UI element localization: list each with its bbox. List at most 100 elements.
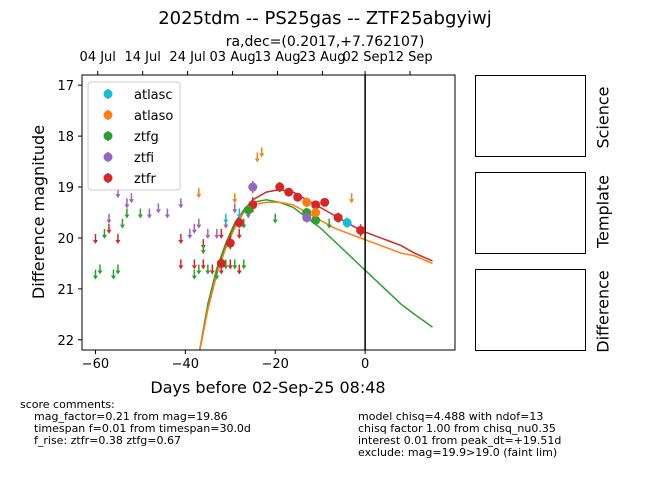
- upper-limit-atlasc: [236, 208, 242, 219]
- upper-limit-head: [124, 214, 130, 219]
- detection-ztfr: [225, 238, 235, 248]
- upper-limit-ztfg: [92, 269, 98, 280]
- detection-ztfg: [243, 205, 253, 215]
- upper-limit-head: [200, 250, 206, 255]
- upper-limit-head: [232, 199, 238, 204]
- plot-frame: [81, 74, 456, 351]
- upper-limit-ztfr: [209, 264, 215, 275]
- upper-limit-ztfr: [236, 228, 242, 239]
- upper-limit-head: [115, 239, 121, 244]
- top-tick-label: 24 Jul: [169, 50, 205, 65]
- upper-limit-ztfg: [272, 213, 278, 224]
- detection-ztfr: [311, 200, 321, 210]
- difference-cutout-panel: [475, 269, 586, 351]
- x-tick-label: 0: [361, 357, 369, 372]
- upper-limit-ztfi: [178, 198, 184, 209]
- detection-ztfr: [293, 192, 303, 202]
- upper-limit-head: [115, 194, 121, 199]
- top-tick-label: 13 Aug: [254, 50, 300, 65]
- upper-limit-head: [245, 214, 251, 219]
- detection-ztfi: [248, 182, 258, 192]
- top-tick-label: 23 Aug: [299, 50, 345, 65]
- upper-limit-atlaso: [232, 193, 238, 204]
- legend-marker: [103, 131, 113, 141]
- upper-limit-ztfg: [191, 269, 197, 280]
- upper-limit-atlaso: [196, 188, 202, 199]
- upper-limit-head: [196, 224, 202, 229]
- score-comment-line: f_rise: ztfr=0.38 ztfg=0.67: [34, 434, 181, 447]
- upper-limit-head: [223, 224, 229, 229]
- upper-limit-ztfr: [236, 264, 242, 275]
- upper-limit-ztfr: [92, 233, 98, 244]
- legend-label: atlasc: [134, 88, 173, 103]
- upper-limit-ztfr: [200, 259, 206, 270]
- top-tick-label: 04 Jul: [80, 50, 116, 65]
- upper-limit-head: [110, 275, 116, 280]
- score-comment-line: mag_factor=0.21 from mag=19.86: [34, 410, 228, 423]
- upper-limit-head: [196, 194, 202, 199]
- upper-limit-head: [236, 270, 242, 275]
- upper-limit-head: [200, 265, 206, 270]
- legend-label: ztfr: [134, 172, 156, 187]
- upper-limit-ztfr: [178, 259, 184, 270]
- upper-limit-ztfg: [137, 208, 143, 219]
- upper-limit-head: [191, 265, 197, 270]
- legend-label: atlaso: [134, 109, 173, 124]
- score-comments-header: score comments:: [20, 398, 115, 411]
- upper-limit-head: [254, 158, 260, 163]
- upper-limit-head: [106, 219, 112, 224]
- top-tick-label: 03 Aug: [210, 50, 256, 65]
- top-tick-label: 02 Sep: [343, 50, 388, 65]
- upper-limit-head: [115, 270, 121, 275]
- detection-ztfr: [356, 225, 366, 235]
- upper-limit-head: [236, 214, 242, 219]
- upper-limit-ztfi: [124, 198, 130, 209]
- science-label: Science: [593, 86, 613, 149]
- upper-limit-head: [214, 234, 220, 239]
- legend-item: atlasc: [103, 88, 173, 103]
- upper-limit-ztfr: [218, 228, 224, 239]
- upper-limit-ztfr: [106, 223, 112, 234]
- upper-limit-head: [164, 214, 170, 219]
- upper-limit-ztfr: [191, 259, 197, 270]
- upper-limit-head: [272, 219, 278, 224]
- upper-limit-ztfg: [101, 228, 107, 239]
- upper-limit-head: [137, 214, 143, 219]
- upper-limit-ztfg: [115, 264, 121, 275]
- x-axis-label: Days before 02-Sep-25 08:48: [150, 378, 385, 397]
- y-tick-label: 17: [57, 79, 74, 94]
- figure-subtitle: ra,dec=(0.2017,+7.762107): [225, 34, 425, 50]
- detection-ztfr: [275, 182, 285, 192]
- detection-ztfr: [216, 258, 226, 268]
- upper-limit-head: [232, 209, 238, 214]
- upper-limit-head: [97, 270, 103, 275]
- upper-limit-ztfi: [205, 228, 211, 239]
- upper-limit-ztfg: [205, 264, 211, 275]
- upper-limit-head: [214, 275, 220, 280]
- legend-marker: [103, 173, 113, 183]
- detection-ztfg: [311, 215, 321, 225]
- y-tick-label: 21: [57, 283, 74, 298]
- legend-item: ztfg: [103, 130, 159, 145]
- upper-limit-ztfg: [124, 208, 130, 219]
- template-cutout-panel: [475, 172, 586, 254]
- upper-limit-ztfi: [106, 213, 112, 224]
- upper-limit-atlasc: [223, 213, 229, 224]
- upper-limit-head: [187, 234, 193, 239]
- upper-limit-atlaso: [254, 152, 260, 163]
- upper-limit-head: [191, 229, 197, 234]
- upper-limit-ztfr: [227, 259, 233, 270]
- y-tick-label: 22: [57, 334, 74, 349]
- upper-limit-head: [218, 234, 224, 239]
- upper-limit-head: [92, 275, 98, 280]
- upper-limit-ztfi: [191, 223, 197, 234]
- upper-limit-head: [326, 224, 332, 229]
- x-tick-label: −20: [262, 357, 289, 372]
- upper-limit-ztfi: [214, 228, 220, 239]
- upper-limit-head: [124, 204, 130, 209]
- chart-legend: atlasc atlaso ztfg ztfi ztfr: [87, 81, 181, 191]
- upper-limit-ztfr: [115, 233, 121, 244]
- model-curve-ztfg: [198, 199, 433, 350]
- difference-label: Difference: [593, 270, 613, 353]
